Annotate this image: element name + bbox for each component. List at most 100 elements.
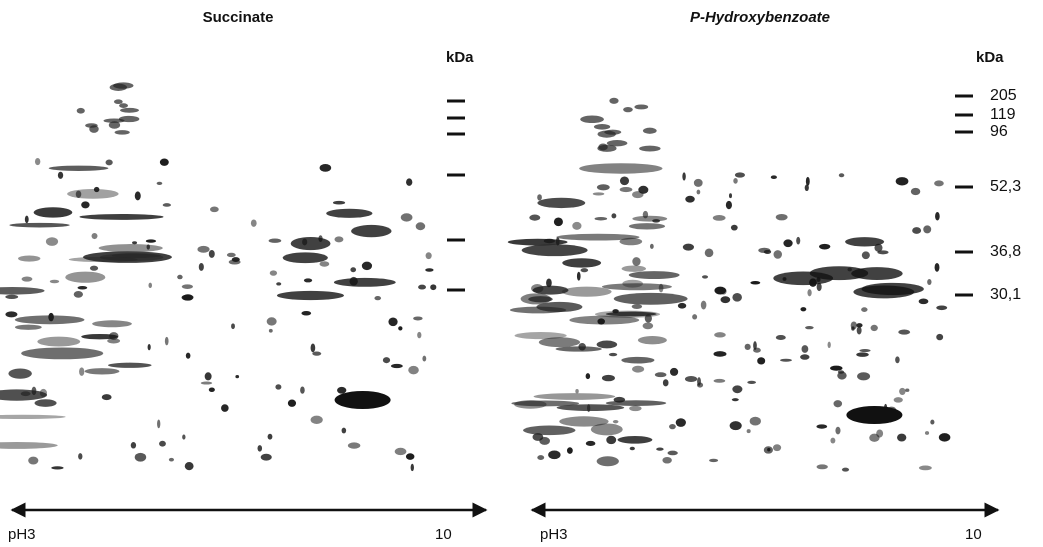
protein-spot (148, 282, 152, 289)
protein-spot (34, 158, 41, 166)
protein-spot (113, 99, 123, 105)
protein-spot (275, 384, 282, 390)
protein-spot (709, 458, 719, 463)
protein-spot (744, 343, 751, 351)
protein-band (809, 266, 869, 281)
protein-spot (895, 356, 900, 364)
protein-spot (669, 423, 676, 430)
protein-spot (658, 283, 664, 293)
protein-spot (819, 243, 831, 250)
protein-spot (730, 224, 738, 231)
unit-label: kDa (976, 49, 1004, 66)
protein-spot (604, 129, 622, 135)
protein-spot (629, 446, 635, 451)
protein-streak (628, 223, 666, 230)
protein-spot (675, 418, 686, 427)
protein-spot (425, 252, 432, 260)
gel-left (0, 82, 437, 472)
protein-band (290, 236, 331, 251)
protein-spot (682, 172, 686, 181)
protein-spot (910, 187, 921, 196)
protein-spot (869, 433, 880, 442)
protein-spot (24, 215, 29, 224)
protein-spot (394, 447, 407, 456)
protein-streak (99, 253, 164, 262)
protein-spot (870, 324, 878, 332)
protein-spot (382, 357, 391, 364)
protein-band (845, 237, 885, 247)
gel-right (507, 97, 951, 472)
protein-spot (682, 243, 694, 251)
protein-spot (208, 249, 215, 258)
protein-spot (204, 372, 212, 381)
protein-spot (704, 248, 714, 258)
protein-spot (45, 237, 59, 246)
ph-end: 10 (965, 526, 982, 543)
protein-spot (897, 433, 907, 442)
protein-streak (0, 414, 66, 420)
protein-spot (770, 175, 777, 180)
protein-band (282, 252, 328, 264)
protein-spot (924, 431, 930, 435)
protein-spot (114, 130, 130, 135)
protein-streak (521, 244, 588, 257)
protein-spot (800, 307, 807, 312)
protein-spot (895, 177, 909, 186)
protein-spot (76, 107, 85, 114)
protein-spot (105, 159, 113, 166)
protein-spot (537, 455, 545, 460)
protein-spot (936, 333, 944, 341)
protein-spot (816, 424, 828, 429)
protein-spot (697, 377, 701, 386)
protein-streak (81, 333, 119, 340)
protein-spot (747, 380, 757, 384)
protein-spot (146, 244, 150, 250)
protein-spot (874, 243, 883, 252)
protein-spot (773, 250, 782, 259)
protein-spot (257, 445, 263, 452)
protein-streak (92, 320, 132, 328)
protein-streak (556, 404, 625, 412)
protein-spot (210, 206, 219, 213)
protein-spot (398, 326, 403, 331)
protein-spot (816, 464, 828, 470)
protein-spot (936, 305, 948, 311)
protein-spot (918, 298, 929, 305)
protein-spot (613, 396, 626, 403)
protein-spot (856, 323, 863, 328)
protein-spot (268, 328, 273, 333)
protein-spot (934, 263, 940, 272)
protein-spot (310, 415, 323, 425)
protein-spot (49, 279, 60, 284)
protein-spot (75, 190, 82, 198)
protein-spot (287, 399, 297, 407)
protein-spot (235, 374, 240, 379)
protein-spot (200, 381, 213, 385)
protein-spot (418, 284, 426, 290)
protein-spot (269, 270, 278, 276)
protein-spot (400, 213, 413, 222)
protein-streak (98, 244, 163, 253)
protein-spot (851, 326, 855, 331)
protein-spot (796, 236, 801, 245)
protein-streak (34, 399, 57, 407)
protein-spot (713, 378, 726, 383)
protein-spot (337, 386, 347, 394)
protein-spot (701, 275, 709, 279)
protein-spot (642, 210, 649, 219)
protein-spot (417, 331, 422, 339)
protein-spot (410, 463, 414, 472)
protein-streak (613, 292, 688, 305)
protein-spot (572, 221, 582, 230)
protein-spot (804, 184, 809, 192)
protein-spot (838, 173, 845, 178)
protein-spot (184, 462, 194, 471)
protein-spot (685, 195, 695, 203)
protein-spot (601, 374, 615, 382)
protein-spot (593, 124, 611, 130)
protein-spot (319, 261, 330, 267)
marker-label: 96 (990, 123, 1008, 140)
protein-spot (31, 386, 37, 396)
protein-spot (805, 176, 810, 186)
